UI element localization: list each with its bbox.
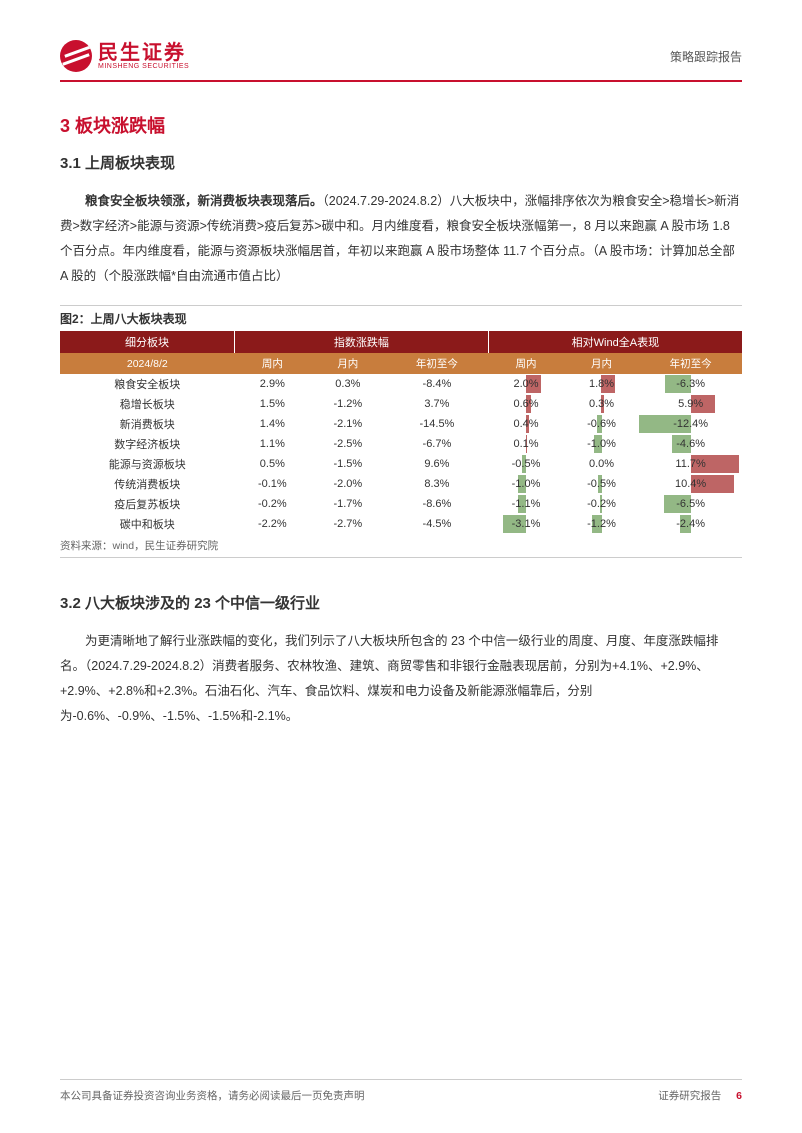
- table-cell-rel: -12.4%: [639, 414, 742, 434]
- figure2-title: 图2：上周八大板块表现: [60, 305, 742, 327]
- table-cell-idx: 9.6%: [386, 454, 489, 474]
- table-subheader: 2024/8/2: [60, 353, 235, 374]
- table-cell-name: 疫后复苏板块: [60, 494, 235, 514]
- table-row: 碳中和板块-2.2%-2.7%-4.5%-3.1%-1.2%-2.4%: [60, 514, 742, 534]
- table-cell-rel: -0.5%: [488, 454, 563, 474]
- section-title-3-2: 3.2 八大板块涉及的 23 个中信一级行业: [60, 592, 742, 613]
- table-cell-rel: -0.2%: [564, 494, 639, 514]
- table-cell-idx: -1.2%: [310, 394, 385, 414]
- page-header: 民生证券 MINSHENG SECURITIES 策略跟踪报告: [60, 40, 742, 82]
- logo: 民生证券 MINSHENG SECURITIES: [60, 40, 189, 72]
- table-cell-idx: -6.7%: [386, 434, 489, 454]
- table-row: 新消费板块1.4%-2.1%-14.5%0.4%-0.6%-12.4%: [60, 414, 742, 434]
- para-3-1: 粮食安全板块领涨，新消费板块表现落后。（2024.7.29-2024.8.2）八…: [60, 189, 742, 289]
- table-cell-rel: 0.0%: [564, 454, 639, 474]
- table-row: 稳增长板块1.5%-1.2%3.7%0.6%0.3%5.9%: [60, 394, 742, 414]
- table-cell-rel: -1.0%: [488, 474, 563, 494]
- table-cell-rel: -1.2%: [564, 514, 639, 534]
- table-subheader: 年初至今: [639, 353, 742, 374]
- table-row: 数字经济板块1.1%-2.5%-6.7%0.1%-1.0%-4.6%: [60, 434, 742, 454]
- table-cell-name: 能源与资源板块: [60, 454, 235, 474]
- table-cell-idx: 1.1%: [235, 434, 310, 454]
- table-cell-name: 粮食安全板块: [60, 374, 235, 394]
- logo-text-cn: 民生证券: [98, 43, 189, 63]
- footer-right-label: 证券研究报告: [658, 1090, 721, 1102]
- table-cell-name: 数字经济板块: [60, 434, 235, 454]
- table-cell-rel: -0.6%: [564, 414, 639, 434]
- table-cell-idx: -2.0%: [310, 474, 385, 494]
- table-cell-idx: -2.7%: [310, 514, 385, 534]
- table-cell-rel: -6.3%: [639, 374, 742, 394]
- table-cell-rel: 10.4%: [639, 474, 742, 494]
- table-cell-rel: 0.3%: [564, 394, 639, 414]
- table-cell-rel: -2.4%: [639, 514, 742, 534]
- table-header-sector: 细分板块: [60, 331, 235, 353]
- table-cell-name: 新消费板块: [60, 414, 235, 434]
- page-number: 6: [736, 1090, 742, 1102]
- table-cell-idx: -2.5%: [310, 434, 385, 454]
- table-cell-idx: -8.6%: [386, 494, 489, 514]
- table-cell-idx: 1.5%: [235, 394, 310, 414]
- table-cell-idx: 0.3%: [310, 374, 385, 394]
- para-3-1-bold: 粮食安全板块领涨，新消费板块表现落后。: [85, 194, 323, 208]
- table-cell-rel: 1.8%: [564, 374, 639, 394]
- table-row: 传统消费板块-0.1%-2.0%8.3%-1.0%-0.5%10.4%: [60, 474, 742, 494]
- table-cell-idx: 0.5%: [235, 454, 310, 474]
- table-cell-idx: -4.5%: [386, 514, 489, 534]
- table-cell-rel: -1.0%: [564, 434, 639, 454]
- figure2-source: 资料来源：wind，民生证券研究院: [60, 538, 742, 558]
- table-cell-idx: 1.4%: [235, 414, 310, 434]
- page-footer: 本公司具备证券投资咨询业务资格，请务必阅读最后一页免责声明 证券研究报告 6: [60, 1079, 742, 1103]
- table-cell-idx: -0.1%: [235, 474, 310, 494]
- table-cell-idx: -8.4%: [386, 374, 489, 394]
- table-header-index: 指数涨跌幅: [235, 331, 489, 353]
- table-row: 疫后复苏板块-0.2%-1.7%-8.6%-1.1%-0.2%-6.5%: [60, 494, 742, 514]
- table-cell-name: 稳增长板块: [60, 394, 235, 414]
- table-cell-idx: 8.3%: [386, 474, 489, 494]
- table-cell-rel: 11.7%: [639, 454, 742, 474]
- table-cell-rel: -3.1%: [488, 514, 563, 534]
- table-cell-idx: -2.2%: [235, 514, 310, 534]
- table-row: 能源与资源板块0.5%-1.5%9.6%-0.5%0.0%11.7%: [60, 454, 742, 474]
- para-3-2: 为更清晰地了解行业涨跌幅的变化，我们列示了八大板块所包含的 23 个中信一级行业…: [60, 629, 742, 729]
- table-cell-rel: 5.9%: [639, 394, 742, 414]
- table-cell-rel: -0.5%: [564, 474, 639, 494]
- table-subheader: 年初至今: [386, 353, 489, 374]
- table-cell-idx: -2.1%: [310, 414, 385, 434]
- table-subheader: 周内: [235, 353, 310, 374]
- table-cell-name: 传统消费板块: [60, 474, 235, 494]
- table-row: 粮食安全板块2.9%0.3%-8.4%2.0%1.8%-6.3%: [60, 374, 742, 394]
- footer-left: 本公司具备证券投资咨询业务资格，请务必阅读最后一页免责声明: [60, 1088, 365, 1103]
- table-cell-rel: 0.4%: [488, 414, 563, 434]
- table-cell-name: 碳中和板块: [60, 514, 235, 534]
- table-cell-idx: -1.5%: [310, 454, 385, 474]
- report-type: 策略跟踪报告: [670, 48, 742, 65]
- table-cell-idx: -0.2%: [235, 494, 310, 514]
- table-cell-idx: 2.9%: [235, 374, 310, 394]
- table-header-relative: 相对Wind全A表现: [488, 331, 742, 353]
- table-cell-rel: -1.1%: [488, 494, 563, 514]
- table-subheader: 月内: [310, 353, 385, 374]
- table-subheader: 周内: [488, 353, 563, 374]
- table-subheader: 月内: [564, 353, 639, 374]
- table-cell-rel: 0.1%: [488, 434, 563, 454]
- table-cell-rel: 2.0%: [488, 374, 563, 394]
- logo-icon: [60, 40, 92, 72]
- figure2-table: 细分板块指数涨跌幅相对Wind全A表现2024/8/2周内月内年初至今周内月内年…: [60, 331, 742, 534]
- table-cell-idx: 3.7%: [386, 394, 489, 414]
- table-cell-idx: -1.7%: [310, 494, 385, 514]
- table-cell-rel: -6.5%: [639, 494, 742, 514]
- table-cell-rel: -4.6%: [639, 434, 742, 454]
- table-cell-rel: 0.6%: [488, 394, 563, 414]
- section-title-3: 3 板块涨跌幅: [60, 112, 742, 138]
- logo-text-en: MINSHENG SECURITIES: [98, 63, 189, 70]
- section-title-3-1: 3.1 上周板块表现: [60, 152, 742, 173]
- table-cell-idx: -14.5%: [386, 414, 489, 434]
